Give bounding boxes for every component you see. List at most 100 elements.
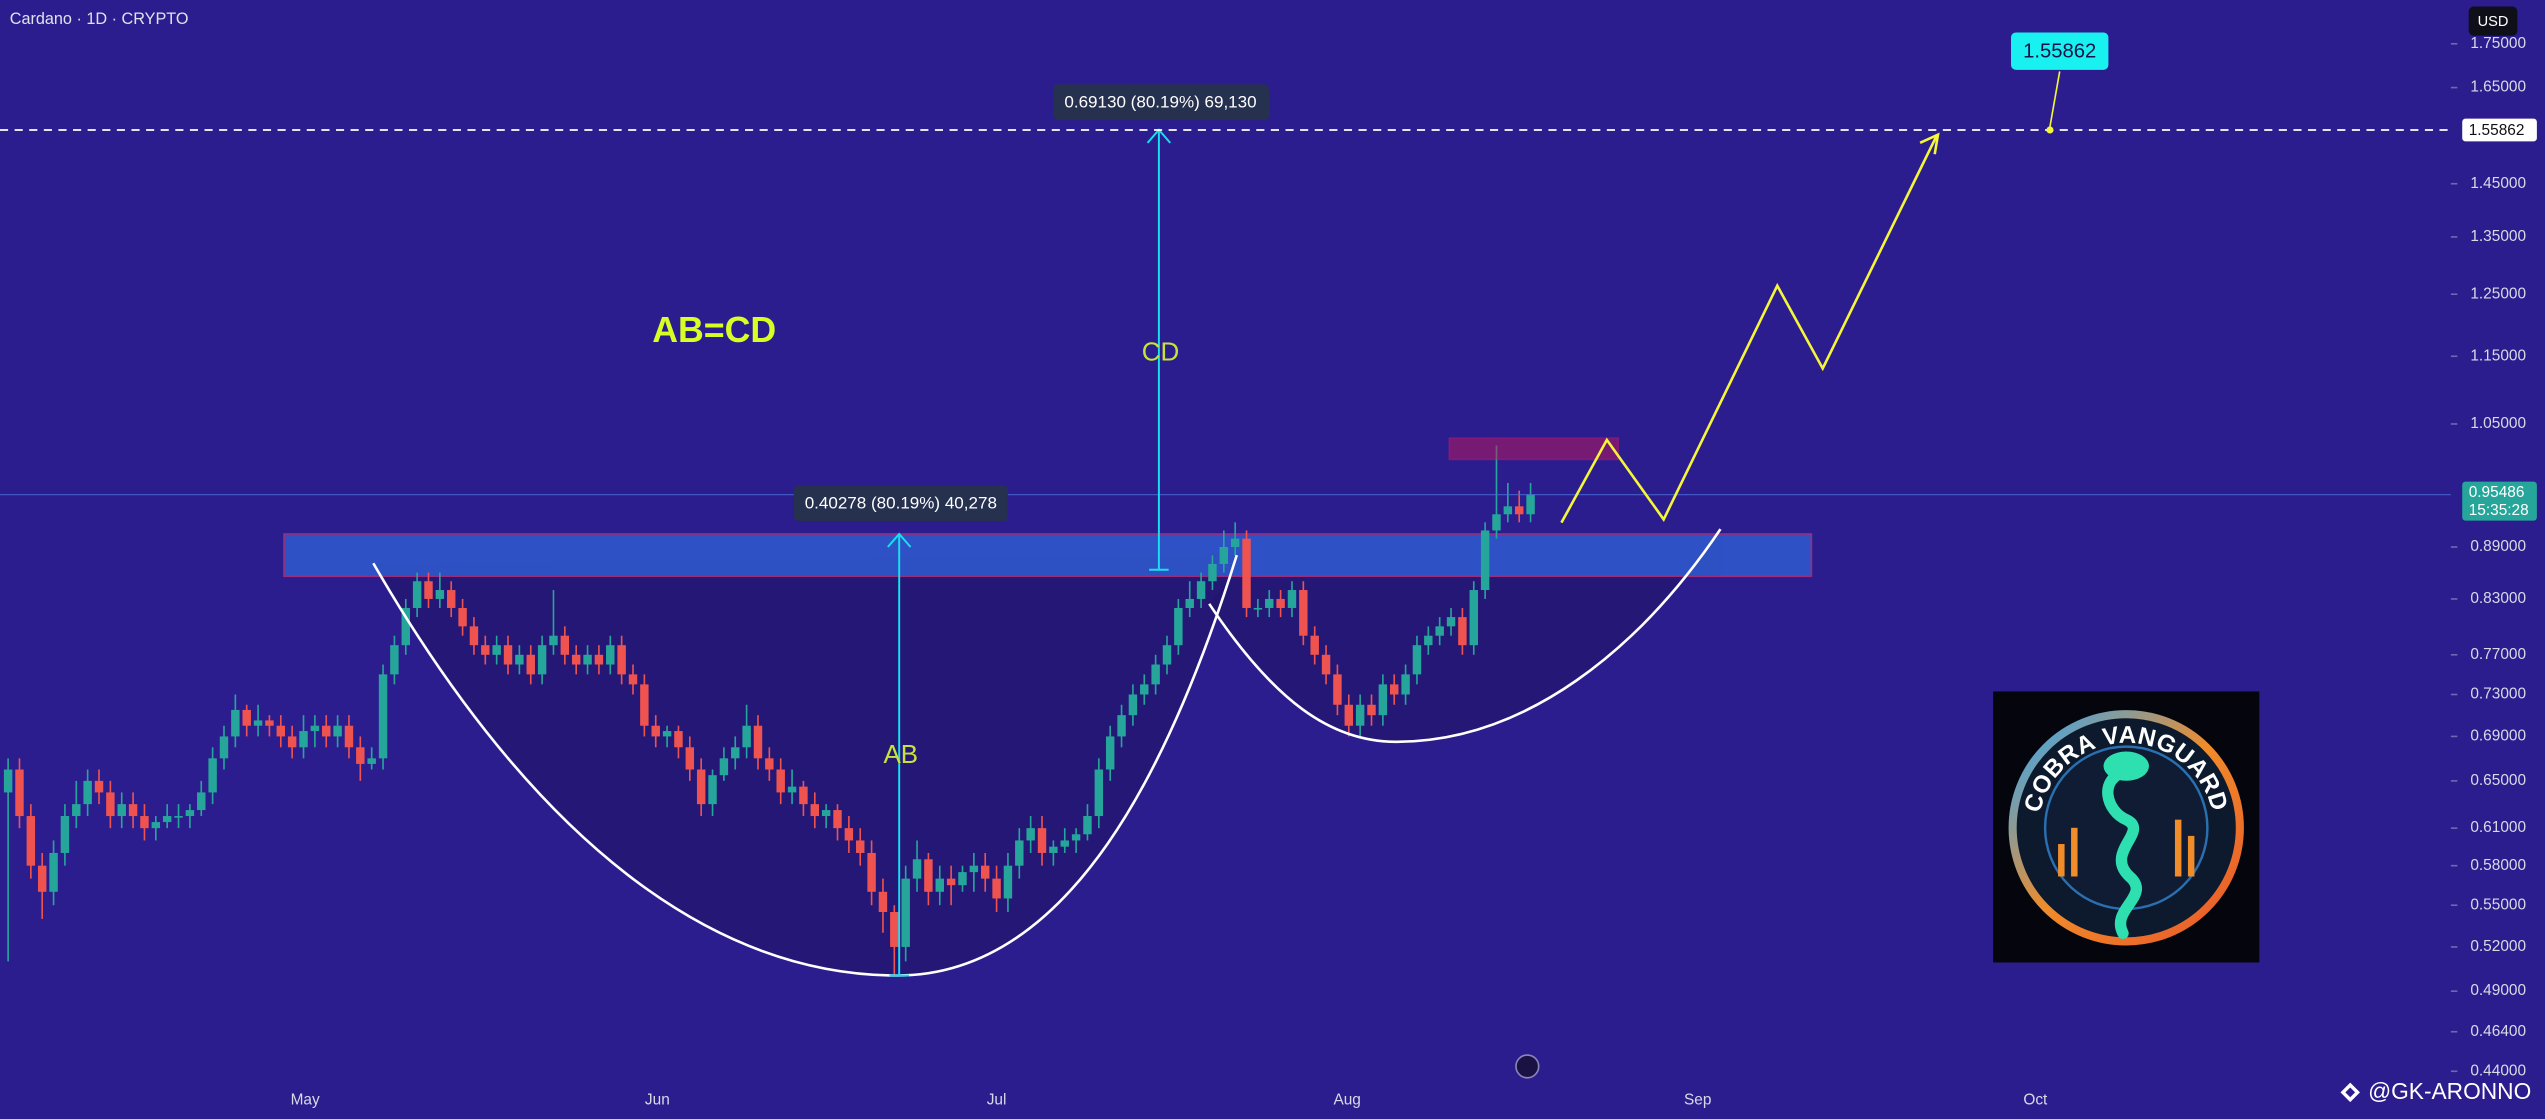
- candle-body: [1435, 626, 1444, 636]
- candle-body: [1355, 704, 1365, 726]
- candle-body: [1242, 538, 1251, 608]
- candle-body: [15, 769, 24, 817]
- candle-body: [1458, 617, 1467, 646]
- y-tick-label: 0.65000: [2470, 772, 2526, 789]
- logo-bar: [2187, 835, 2195, 877]
- candle-body: [37, 865, 47, 892]
- candle-body: [810, 804, 820, 817]
- candle-body: [1151, 664, 1160, 685]
- target-label-box: [2011, 32, 2109, 70]
- candle-body: [310, 725, 320, 732]
- last-price-box: [2462, 481, 2537, 521]
- candle-body: [549, 635, 558, 646]
- candle-body: [1344, 704, 1354, 726]
- candle-body: [1412, 645, 1422, 675]
- target-label: 1.55862: [2023, 40, 2096, 62]
- candle-body: [185, 810, 195, 817]
- currency[interactable]: USD: [2478, 14, 2509, 30]
- candle-body: [49, 852, 58, 892]
- candle-body: [662, 731, 672, 737]
- price-axis: USD 0.44000 0.46400 0.49000 0.52000 0.55000 0…: [291, 6, 2537, 1109]
- candle-body: [197, 792, 206, 811]
- logo-bar: [2058, 844, 2065, 877]
- y-tick-label: 0.69000: [2470, 728, 2526, 745]
- candle-body: [1265, 598, 1274, 608]
- candle-body: [219, 736, 229, 759]
- candle-body: [1503, 506, 1513, 515]
- x-tick-label: Aug: [1333, 1092, 1360, 1109]
- y-tick-label: 0.55000: [2470, 896, 2526, 913]
- candle-body: [844, 828, 854, 841]
- y-tick-label: 0.46400: [2470, 1023, 2526, 1040]
- candle-body: [1037, 828, 1047, 853]
- measure-ab: 0.40278 (80.19%) 40,278: [805, 493, 997, 512]
- y-tick-label: 1.05000: [2470, 415, 2526, 432]
- candle-body: [1230, 538, 1240, 548]
- candle-body: [901, 878, 910, 947]
- candle-body: [924, 859, 933, 892]
- candle-body: [299, 731, 308, 748]
- candle-body: [992, 878, 1001, 899]
- candle-body: [117, 804, 126, 817]
- candle-body: [140, 816, 149, 829]
- candle-body: [935, 878, 944, 892]
- x-tick-label: Oct: [2023, 1092, 2048, 1109]
- candle-body: [776, 769, 785, 793]
- candle-body: [1105, 736, 1115, 770]
- candle-body: [1003, 865, 1013, 899]
- candle-body: [1526, 494, 1535, 515]
- candle-body: [685, 747, 695, 770]
- candle-body: [435, 590, 445, 599]
- candle-body: [731, 747, 740, 759]
- candle-body: [617, 645, 626, 675]
- candle-body: [1174, 607, 1183, 646]
- candle-body: [60, 816, 70, 853]
- candle-body: [1480, 530, 1490, 591]
- candle-body: [1162, 645, 1172, 665]
- candle-body: [1469, 590, 1478, 646]
- measure-cd-box: [1053, 84, 1270, 121]
- x-tick-label: Jul: [987, 1092, 1007, 1109]
- x-tick-label: Sep: [1684, 1092, 1711, 1109]
- candle-body: [151, 822, 161, 829]
- drawings: 0.40278 (80.19%) 40,278 0.69130 (80.19%)…: [372, 84, 1940, 977]
- candle-body: [1071, 834, 1081, 841]
- candle-body: [1060, 840, 1069, 847]
- y-tick-label: 1.75000: [2470, 35, 2526, 52]
- candle-body: [83, 780, 92, 805]
- target-axis-box: [2462, 118, 2537, 142]
- candle-body: [856, 840, 865, 853]
- candle-body: [821, 810, 831, 817]
- last-price-label: 0.95486: [2469, 484, 2525, 501]
- candle-body: [958, 872, 967, 886]
- candle-body: [1117, 715, 1126, 737]
- candle-body: [946, 878, 956, 886]
- target-dot: [2046, 126, 2054, 134]
- candles: [0, 445, 2451, 977]
- candle-body: [765, 758, 774, 770]
- y-tick-label: 0.61000: [2470, 819, 2526, 836]
- replay-icon[interactable]: [1515, 1054, 1540, 1079]
- candle-body: [1287, 590, 1297, 608]
- y-tick-label: 0.73000: [2470, 686, 2526, 703]
- candle-body: [719, 758, 729, 776]
- measure-ab-box: [793, 485, 1008, 522]
- candle-body: [412, 581, 422, 608]
- leg-ab-label: AB: [884, 739, 919, 769]
- y-tick-label: 1.65000: [2470, 79, 2526, 96]
- candle-body: [26, 816, 36, 866]
- candle-body: [1299, 590, 1308, 636]
- y-tick-label: 1.15000: [2470, 347, 2526, 364]
- logo-bar: [2071, 827, 2078, 877]
- logo-bars: [2058, 819, 2195, 877]
- candle-body: [912, 859, 922, 879]
- currency-box[interactable]: [2468, 6, 2518, 36]
- candle-body: [492, 645, 501, 655]
- candle-body: [674, 731, 683, 748]
- ab-arrow-head: [887, 532, 912, 548]
- target-axis-label: 1.55862: [2469, 122, 2525, 139]
- candle-body: [1333, 674, 1342, 705]
- candle-body: [1208, 563, 1217, 582]
- candle-body: [1015, 840, 1024, 866]
